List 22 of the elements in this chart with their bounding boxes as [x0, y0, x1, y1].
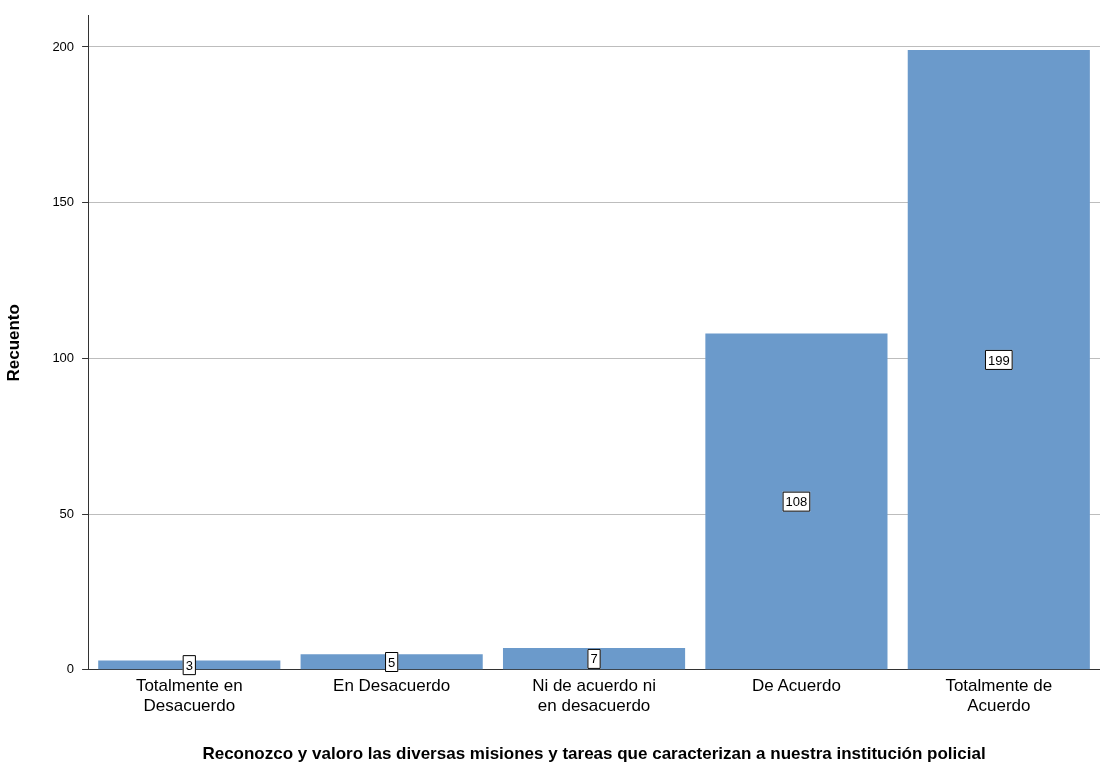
data-label: 5: [388, 654, 396, 670]
data-label: 108: [785, 494, 808, 510]
data-label: 3: [185, 657, 193, 673]
x-tick-label: Totalmente en Desacuerdo: [135, 675, 243, 716]
y-tick-label: 150: [52, 194, 75, 210]
data-label: 7: [590, 651, 598, 667]
bar: [98, 660, 281, 670]
bar: [502, 648, 686, 670]
x-tick-label: En Desacuerdo: [333, 675, 451, 695]
y-axis-title: Recuento: [3, 304, 23, 382]
bar: [907, 50, 1090, 670]
y-tick-label: 100: [52, 349, 75, 365]
bar: [300, 654, 483, 670]
y-tick-label: 0: [66, 661, 75, 677]
x-tick-label: Ni de acuerdo ni en desacuerdo: [532, 675, 656, 716]
data-label: 199: [987, 352, 1010, 368]
y-tick-label: 50: [59, 505, 75, 521]
y-tick-label: 200: [52, 38, 75, 54]
x-tick-label: Totalmente de Acuerdo: [945, 675, 1053, 716]
bar: [705, 333, 888, 670]
x-axis-title: Reconozco y valoro las diversas misiones y tareas que caracterizan a nuestra institución policial: [202, 744, 986, 764]
x-tick-label: De Acuerdo: [752, 675, 841, 695]
